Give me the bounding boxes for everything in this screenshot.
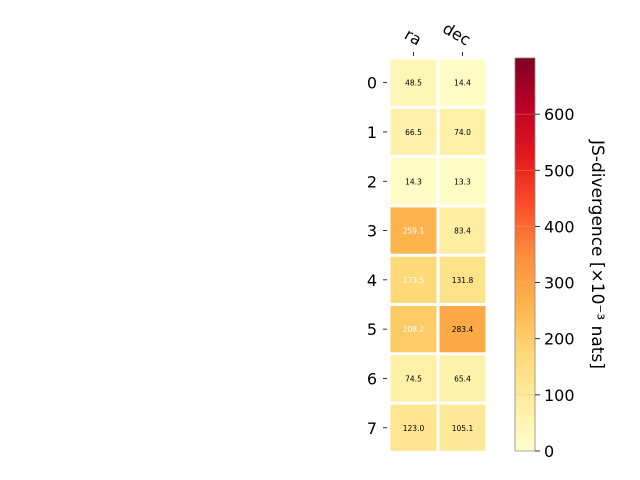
cell-value-label: 83.4 — [454, 227, 471, 236]
heatmap-cell — [439, 256, 486, 303]
colorbar-tick-label: 100 — [544, 386, 575, 405]
cell-value-label: 173.5 — [403, 276, 425, 285]
cell-value-label: 283.4 — [452, 325, 474, 334]
cell-value-label: 65.4 — [454, 374, 471, 383]
heatmap-cell — [439, 59, 486, 106]
colorbar-tick-label: 300 — [544, 274, 575, 293]
heatmap-cell — [390, 108, 437, 156]
colorbar-tick-label: 500 — [544, 161, 575, 180]
colorbar-tick-label: 600 — [544, 105, 575, 124]
column-tick-labels: ra dec — [401, 19, 474, 56]
row-tick-label: 3 — [367, 222, 377, 241]
row-tick-label: 5 — [367, 320, 377, 339]
colorbar: 0 100 200 300 400 500 600 JS-divergence [×10⁻³… — [514, 57, 607, 461]
heatmap-cell — [439, 158, 486, 205]
cell-value-label: 208.2 — [403, 325, 425, 334]
row-tick-label: 2 — [367, 172, 377, 191]
row-tick-label: 0 — [367, 74, 377, 93]
heatmap-cell — [390, 306, 437, 353]
cell-value-label: 13.3 — [454, 177, 471, 186]
cell-value-label: 74.0 — [454, 128, 471, 137]
heatmap-cell — [390, 158, 437, 205]
cell-value-label: 131.8 — [452, 276, 474, 285]
colorbar-label: JS-divergence [×10⁻³ nats] — [587, 139, 607, 369]
heatmap-cell — [439, 404, 486, 451]
row-tick-label: 7 — [367, 419, 377, 438]
colorbar-tick-label: 0 — [544, 442, 554, 461]
column-tick-label: ra — [401, 25, 425, 50]
heatmap-cell — [439, 108, 486, 156]
heatmap-cell — [390, 59, 437, 106]
colorbar-tick-label: 200 — [544, 330, 575, 349]
row-tick-label: 1 — [367, 123, 377, 142]
cell-value-label: 259.1 — [403, 227, 425, 236]
heatmap-cell — [439, 355, 486, 402]
cell-value-label: 123.0 — [403, 424, 425, 433]
heatmap-cell — [439, 306, 486, 353]
column-tick-label: dec — [440, 19, 474, 50]
colorbar-tick-label: 400 — [544, 217, 575, 236]
heatmap-cell — [390, 207, 437, 254]
cell-value-label: 105.1 — [452, 424, 474, 433]
heatmap-cell — [390, 256, 437, 303]
cell-value-label: 14.4 — [454, 79, 471, 88]
row-tick-label: 4 — [367, 271, 377, 290]
colorbar-ticks: 0 100 200 300 400 500 600 — [515, 105, 575, 461]
cell-value-label: 66.5 — [405, 128, 422, 137]
cell-value-label: 14.3 — [405, 177, 422, 186]
row-tick-label: 6 — [367, 369, 377, 388]
colorbar-gradient — [514, 57, 536, 452]
heatmap-cell — [439, 207, 486, 254]
heatmap-cell — [390, 355, 437, 402]
row-tick-labels: 0 1 2 3 4 5 6 7 — [367, 74, 387, 438]
heatmap-cells: 48.5 14.4 66.5 74.0 14.3 13.3 259.1 83.4 173.5 13… — [390, 59, 486, 451]
cell-value-label: 48.5 — [405, 79, 422, 88]
cell-value-label: 74.5 — [405, 374, 422, 383]
heatmap-cell — [390, 404, 437, 451]
